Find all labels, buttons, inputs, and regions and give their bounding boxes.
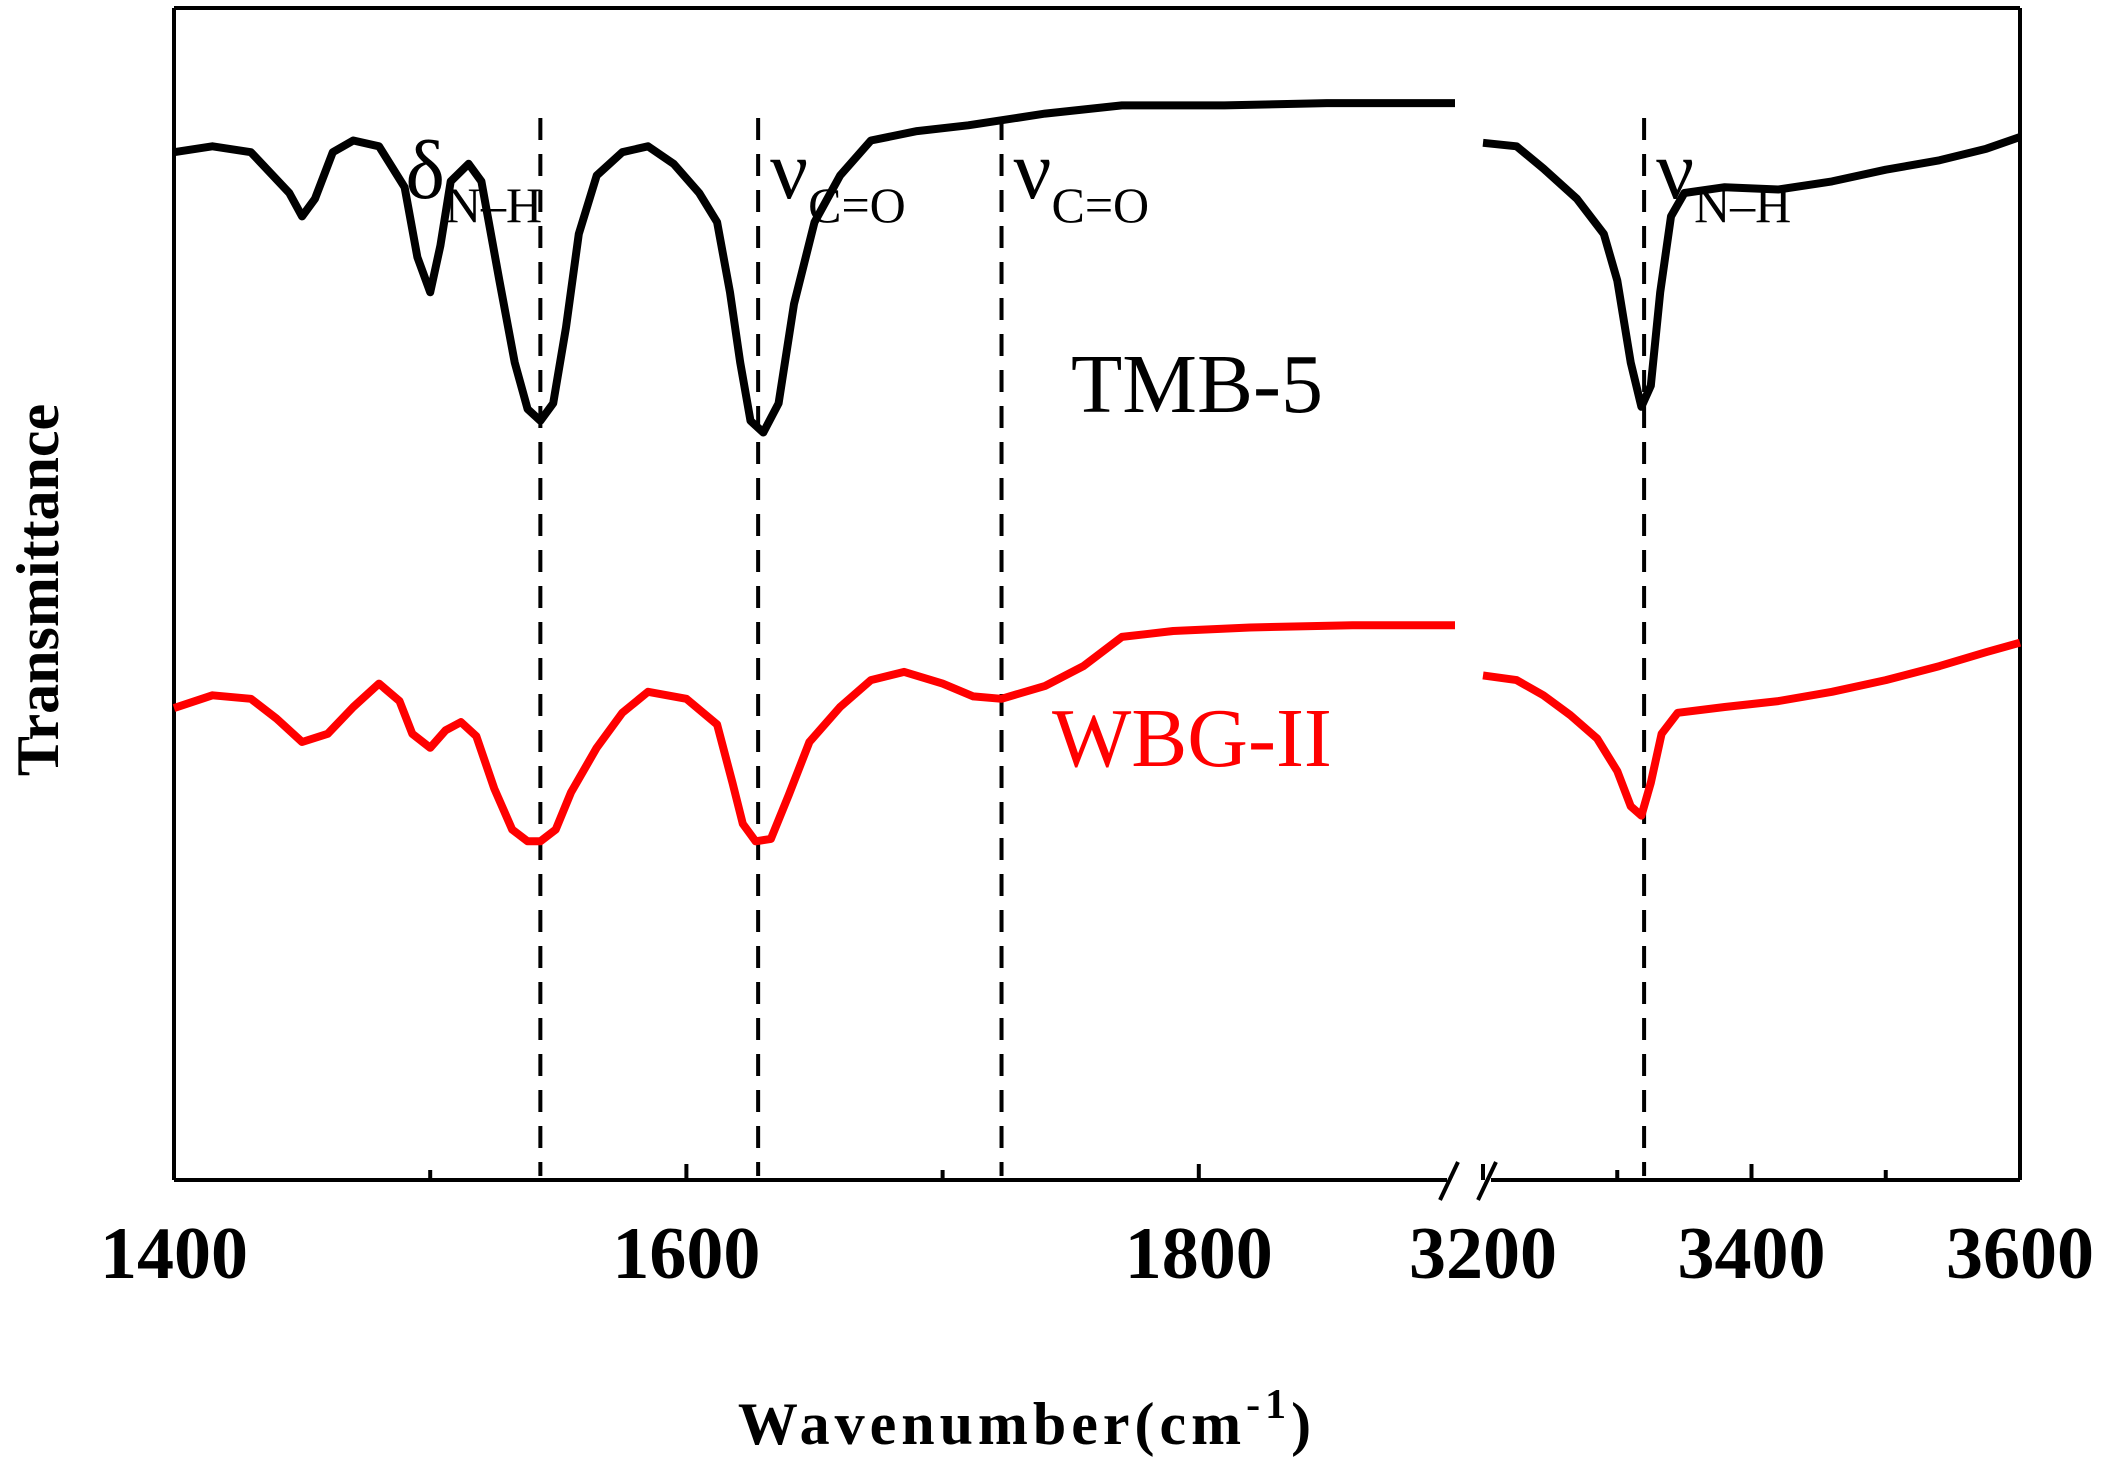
x-axis-title-superscript: -1 (1246, 1382, 1291, 1428)
x-axis-ticks: 1400 1600 1800 3200 3400 3600 (100, 1164, 2094, 1295)
x-axis-title-close: ) (1291, 1391, 1316, 1457)
annotation-subscript: N–H (445, 177, 542, 233)
series-line-wbg-ii-segment-2 (1482, 638, 2022, 820)
annotation-lines (538, 118, 1647, 1176)
series-line-tmb-5-segment-2 (1482, 133, 2022, 411)
plot-frame (172, 6, 2022, 1182)
x-tick-label: 1400 (100, 1213, 248, 1295)
x-tick-label: 3400 (1678, 1213, 1826, 1295)
x-axis-title-main: Wavenumber(cm (738, 1391, 1246, 1457)
annotation-label: δN–H (405, 124, 542, 233)
series-line-tmb-5-segment-1 (173, 99, 1455, 437)
series-layer (172, 99, 2022, 846)
series-label-tmb-5: TMB-5 (1071, 338, 1323, 431)
x-tick-label: 1600 (612, 1213, 760, 1295)
axis-break-marks (1438, 1161, 1498, 1201)
annotation-symbol: ν (770, 124, 808, 217)
series-label-wbg-ii: WBG-II (1052, 692, 1332, 785)
annotation-label: νC=O (770, 124, 906, 233)
annotation-symbol: ν (1014, 124, 1052, 217)
annotation-label: νC=O (1014, 124, 1150, 233)
annotation-label: νN–H (1656, 124, 1791, 233)
x-tick-label: 3200 (1409, 1213, 1557, 1295)
x-axis-title: Wavenumber(cm-1) (738, 1382, 1316, 1457)
axis-break-mark-1 (1438, 1161, 1460, 1201)
y-axis-title: Transmittance (5, 404, 71, 776)
annotation-symbol: δ (405, 124, 445, 217)
x-tick-label: 3600 (1946, 1213, 2094, 1295)
annotation-subscript: C=O (808, 177, 906, 233)
x-tick-label: 1800 (1125, 1213, 1273, 1295)
axis-break-mark-2 (1476, 1161, 1498, 1201)
annotation-symbol: ν (1656, 124, 1694, 217)
annotation-labels: δN–H νC=O νC=O νN–H (405, 124, 1791, 233)
annotation-subscript: N–H (1694, 177, 1791, 233)
annotation-subscript: C=O (1052, 177, 1150, 233)
series-line-wbg-ii-segment-1 (172, 621, 1455, 846)
